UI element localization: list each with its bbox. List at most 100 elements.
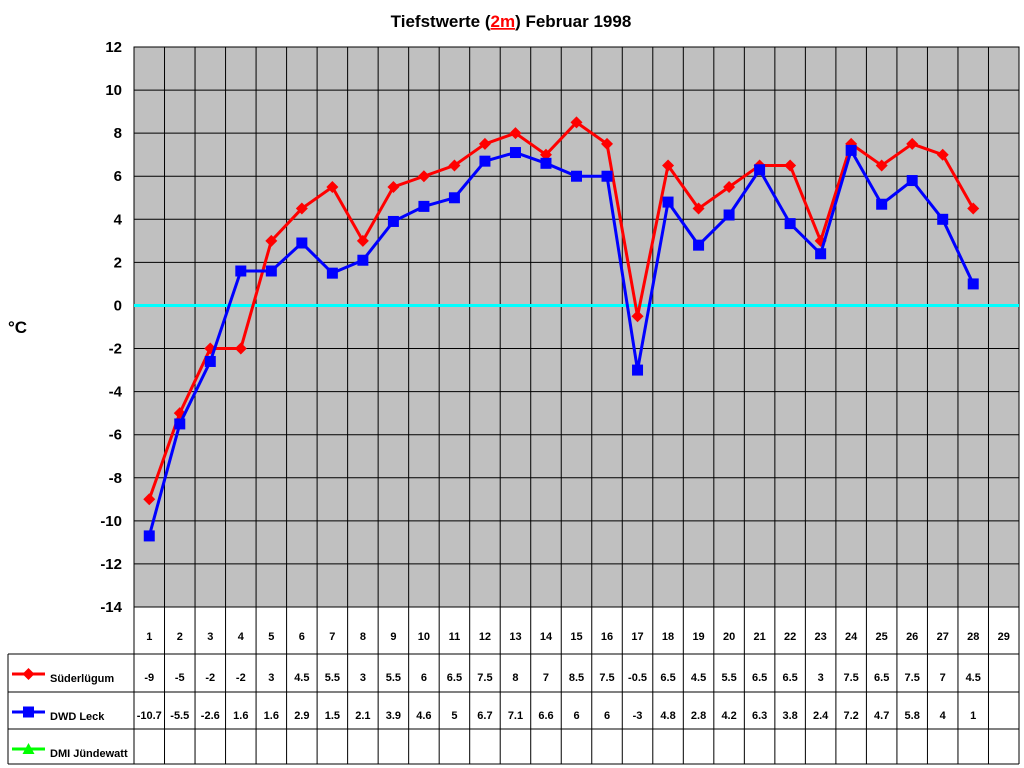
table-cell-value: 4.5 xyxy=(691,672,706,684)
category-label: 21 xyxy=(753,631,765,643)
category-label: 18 xyxy=(662,631,674,643)
table-cell-value: 7.1 xyxy=(508,710,523,722)
y-tick-label: 10 xyxy=(105,82,122,99)
y-tick-label: -12 xyxy=(100,556,122,573)
table-cell-value: 4.5 xyxy=(966,672,981,684)
data-point-diamond xyxy=(265,234,278,247)
category-label: 6 xyxy=(299,631,305,643)
table-cell-value: 7 xyxy=(940,672,946,684)
category-label: 11 xyxy=(449,631,461,643)
y-tick-label: 2 xyxy=(114,254,122,271)
table-cell-value: 2.9 xyxy=(294,710,309,722)
category-label: 28 xyxy=(967,631,979,643)
data-point-square xyxy=(143,530,155,542)
data-point-diamond xyxy=(692,202,705,215)
y-tick-label: -4 xyxy=(109,384,123,401)
legend-dwd-leck: DWD Leck xyxy=(12,706,105,723)
data-point-square xyxy=(784,218,796,230)
plot-area xyxy=(133,46,1020,608)
category-label: 26 xyxy=(906,631,918,643)
table-cell-value: 1 xyxy=(970,710,976,722)
data-point-square xyxy=(509,147,521,159)
data-point-diamond xyxy=(448,159,461,172)
table-cell-value: 6.5 xyxy=(447,672,462,684)
data-point-square xyxy=(296,237,308,249)
category-label: 3 xyxy=(207,631,213,643)
table-cell-value: 5 xyxy=(451,710,457,722)
data-point-diamond xyxy=(570,116,583,129)
data-point-diamond xyxy=(295,202,308,215)
table-cell-value: 7.2 xyxy=(844,710,859,722)
data-point-square xyxy=(204,355,216,367)
chart-title: Tiefstwerte (2m) Februar 1998 xyxy=(391,12,632,31)
data-point-square xyxy=(693,239,705,251)
table-cell-value: 1.6 xyxy=(233,710,248,722)
category-label: 10 xyxy=(418,631,430,643)
table-cell-value: 2.8 xyxy=(691,710,706,722)
y-tick-label: 12 xyxy=(105,39,122,56)
category-label: 8 xyxy=(360,631,366,643)
category-label: 13 xyxy=(509,631,521,643)
legend-label: DWD Leck xyxy=(50,711,105,723)
table-cell-value: 5.8 xyxy=(905,710,920,722)
category-label: 7 xyxy=(329,631,335,643)
table-cell-value: 4 xyxy=(940,710,947,722)
table-cell-value: 1.5 xyxy=(325,710,340,722)
data-point-square xyxy=(23,706,34,718)
table-cell-value: 4.2 xyxy=(721,710,736,722)
legend-süderlügum: Süderlügum xyxy=(12,668,114,685)
title-pre: Tiefstwerte ( xyxy=(391,12,491,31)
data-point-diamond xyxy=(875,159,888,172)
category-label: 4 xyxy=(238,631,245,643)
category-label: 12 xyxy=(479,631,491,643)
data-point-square xyxy=(540,157,552,169)
data-point-diamond xyxy=(509,127,522,140)
category-label: 22 xyxy=(784,631,796,643)
table-cell-value: 6 xyxy=(604,710,610,722)
data-point-square xyxy=(906,175,918,187)
data-point-diamond xyxy=(387,181,400,193)
data-point-triangle xyxy=(22,743,35,754)
data-point-diamond xyxy=(662,159,675,172)
data-point-square xyxy=(754,164,766,176)
table-cell-value: 5.5 xyxy=(325,672,340,684)
table-cell-value: 5.5 xyxy=(386,672,401,684)
y-tick-label: -6 xyxy=(109,427,122,444)
data-point-diamond xyxy=(326,181,339,193)
table-cell-value: 7.5 xyxy=(599,672,614,684)
table-cell-value: -5.5 xyxy=(170,710,189,722)
table-cell-value: 2.4 xyxy=(813,710,829,722)
table-cell-value: 6.3 xyxy=(752,710,767,722)
data-point-square xyxy=(723,209,735,221)
y-tick-label: 4 xyxy=(114,211,123,228)
table-cell-value: -2 xyxy=(236,672,246,684)
data-point-diamond xyxy=(936,148,949,161)
table-cell-value: 4.6 xyxy=(416,710,431,722)
category-label: 23 xyxy=(815,631,827,643)
y-axis-label: °C xyxy=(8,318,27,337)
table-cell-value: 4.8 xyxy=(660,710,675,722)
data-point-diamond xyxy=(539,148,552,161)
category-label: 19 xyxy=(692,631,704,643)
table-cell-value: 3 xyxy=(268,672,274,684)
data-point-square xyxy=(632,364,644,376)
y-tick-label: -2 xyxy=(109,341,122,358)
data-point-square xyxy=(662,196,674,208)
data-point-diamond xyxy=(234,342,247,355)
data-point-square xyxy=(174,418,186,430)
data-point-square xyxy=(326,267,338,279)
table-cell-value: 7.5 xyxy=(844,672,859,684)
data-point-square xyxy=(418,200,430,212)
title-highlight: 2m xyxy=(491,12,516,31)
table-cell-value: 6 xyxy=(573,710,579,722)
y-tick-label: -14 xyxy=(100,599,122,616)
data-point-square xyxy=(479,155,491,167)
data-point-square xyxy=(815,248,827,260)
legend-label: DMI Jündewatt xyxy=(50,748,128,760)
legend-label: Süderlügum xyxy=(50,673,114,685)
data-point-square xyxy=(265,265,277,277)
category-label: 15 xyxy=(570,631,582,643)
legend-dmi-jündewatt: DMI Jündewatt xyxy=(12,743,128,760)
y-tick-label: -8 xyxy=(109,470,122,487)
